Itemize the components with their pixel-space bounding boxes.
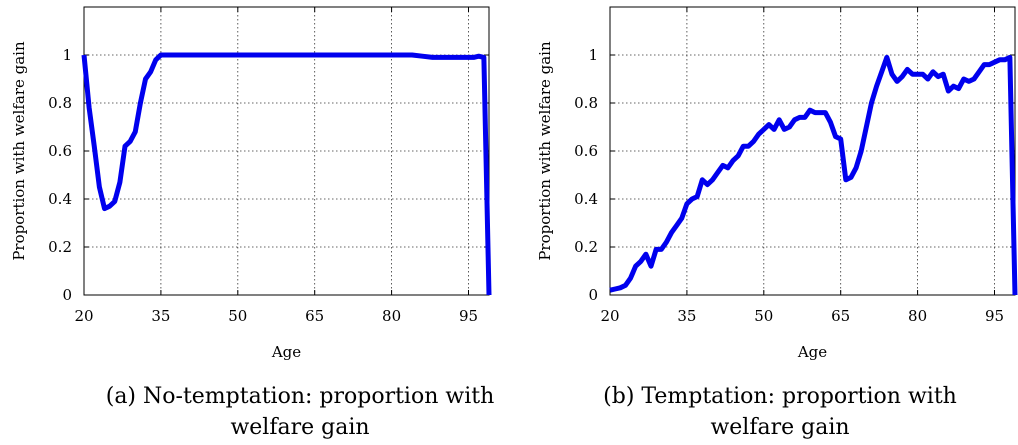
y-tick-label: 0.8 bbox=[574, 94, 598, 112]
y-tick-label: 0 bbox=[588, 286, 598, 304]
y-tick-label: 0.6 bbox=[48, 142, 72, 160]
caption-line-1: (b) Temptation: proportion with bbox=[603, 384, 957, 409]
caption-line-1: (a) No-temptation: proportion with bbox=[106, 384, 495, 409]
grid-lines bbox=[610, 7, 1015, 295]
grid-lines bbox=[84, 7, 489, 295]
x-tick-label: 65 bbox=[305, 307, 324, 325]
y-tick-label: 0.4 bbox=[574, 190, 598, 208]
x-tick-label: 50 bbox=[754, 307, 773, 325]
x-tick-label: 20 bbox=[74, 307, 93, 325]
axis-ticks: 20 35 50 65 80 95 0 0.2 0.4 0.6 0.8 1 bbox=[48, 7, 489, 325]
axis-ticks: 20 35 50 65 80 95 0 0.2 0.4 0.6 0.8 1 bbox=[574, 7, 1015, 325]
caption-line-2: welfare gain bbox=[230, 415, 369, 440]
y-tick-label: 1 bbox=[588, 46, 598, 64]
y-axis-label: Proportion with welfare gain bbox=[10, 41, 28, 261]
y-tick-label: 0.2 bbox=[574, 238, 598, 256]
series-line bbox=[609, 54, 1018, 296]
y-tick-label: 0.8 bbox=[48, 94, 72, 112]
y-tick-label: 0.6 bbox=[574, 142, 598, 160]
x-tick-label: 35 bbox=[677, 307, 696, 325]
x-tick-label: 20 bbox=[600, 307, 619, 325]
y-tick-label: 0.2 bbox=[48, 238, 72, 256]
x-tick-label: 65 bbox=[831, 307, 850, 325]
x-axis-label: Age bbox=[797, 343, 827, 361]
chart-panel-b: 20 35 50 65 80 95 0 0.2 0.4 0.6 0.8 1 Age Proportio… bbox=[536, 6, 1018, 440]
y-tick-label: 0.4 bbox=[48, 190, 72, 208]
caption-line-2: welfare gain bbox=[710, 415, 849, 440]
series-lines bbox=[81, 52, 492, 296]
x-tick-label: 95 bbox=[459, 307, 478, 325]
x-tick-label: 95 bbox=[985, 307, 1004, 325]
x-tick-label: 80 bbox=[382, 307, 401, 325]
y-axis-label: Proportion with welfare gain bbox=[536, 41, 554, 261]
series-line bbox=[81, 52, 492, 296]
chart-panel-a: 20 35 50 65 80 95 0 0.2 0.4 0.6 0.8 1 Age Proportio… bbox=[10, 6, 495, 440]
x-tick-label: 50 bbox=[228, 307, 247, 325]
series-lines bbox=[609, 54, 1018, 296]
x-tick-label: 80 bbox=[908, 307, 927, 325]
y-tick-label: 1 bbox=[62, 46, 72, 64]
y-tick-label: 0 bbox=[62, 286, 72, 304]
x-axis-label: Age bbox=[271, 343, 301, 361]
x-tick-label: 35 bbox=[151, 307, 170, 325]
